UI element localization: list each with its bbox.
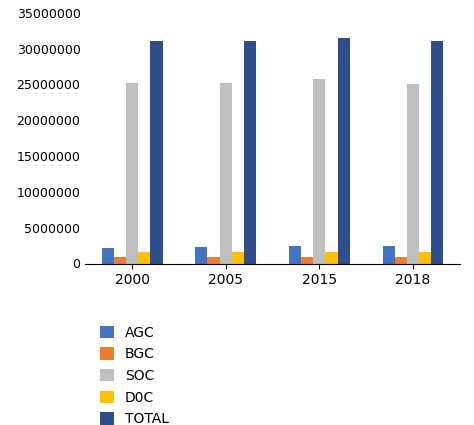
Bar <box>219 83 232 264</box>
Bar <box>232 252 244 264</box>
Bar <box>313 79 326 264</box>
Bar <box>150 41 163 264</box>
Bar <box>326 252 337 264</box>
Bar <box>195 247 208 264</box>
Bar <box>244 41 256 264</box>
Bar <box>208 257 219 264</box>
Bar <box>126 83 138 264</box>
Bar <box>138 252 150 264</box>
Bar <box>407 84 419 264</box>
Bar <box>289 246 301 264</box>
Bar <box>431 41 443 264</box>
Bar <box>114 257 126 264</box>
Bar <box>383 246 395 264</box>
Bar <box>102 248 114 264</box>
Bar <box>301 257 313 264</box>
Bar <box>395 257 407 264</box>
Bar <box>419 252 431 264</box>
Bar <box>337 38 350 264</box>
Legend: AGC, BGC, SOC, D0C, TOTAL: AGC, BGC, SOC, D0C, TOTAL <box>100 326 169 425</box>
